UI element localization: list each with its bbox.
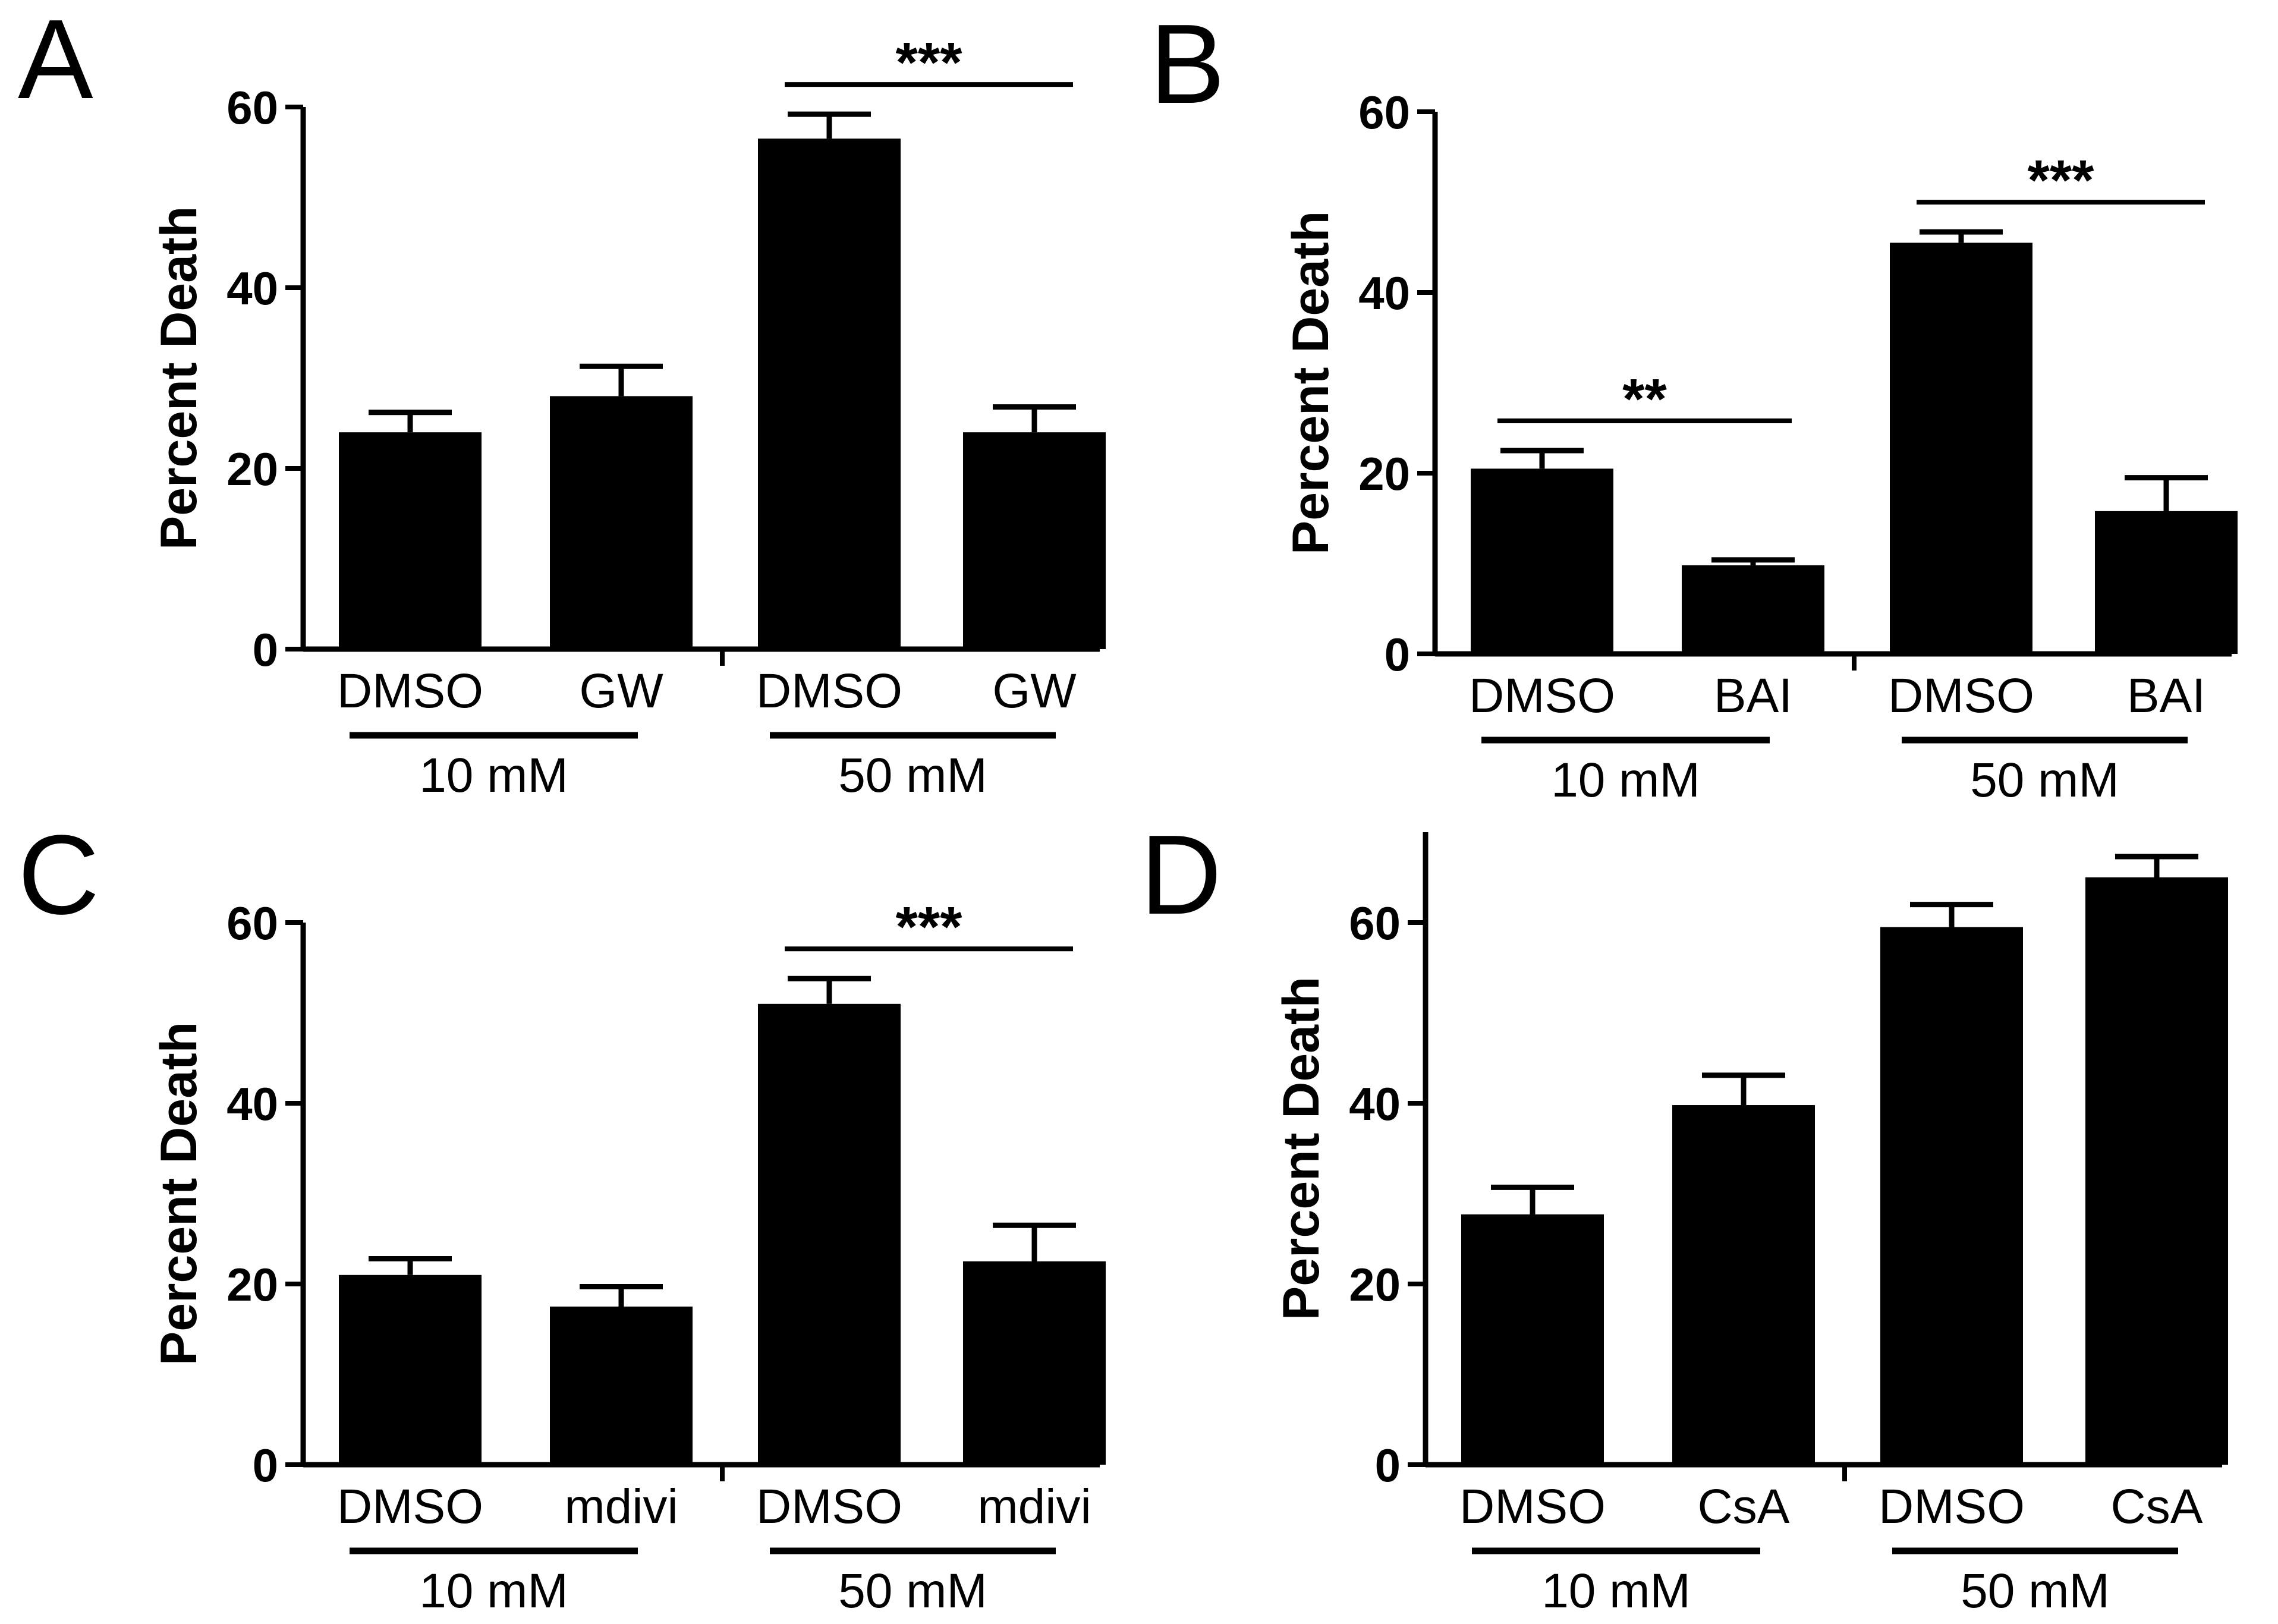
group-label: 50 mM (1970, 753, 2119, 807)
panel-label: D (1140, 812, 1222, 938)
y-tick-label: 20 (226, 1258, 278, 1311)
panel-label: B (1150, 1, 1225, 127)
y-tick-label: 0 (1375, 1439, 1401, 1491)
category-label: DMSO (756, 1480, 902, 1534)
category-label: mdivi (564, 1480, 678, 1534)
group-label: 10 mM (419, 748, 568, 802)
group-label: 50 mM (1961, 1564, 2110, 1618)
bar (963, 1261, 1106, 1465)
significance-label: *** (895, 895, 962, 959)
y-tick-label: 40 (1358, 267, 1410, 319)
bar (1682, 565, 1824, 654)
category-label: CsA (1698, 1480, 1790, 1534)
panel-label: C (18, 812, 99, 938)
bar (758, 1003, 901, 1465)
y-tick-label: 60 (226, 81, 278, 134)
y-tick-label: 40 (226, 1078, 278, 1130)
y-axis-label: Percent Death (150, 206, 207, 550)
bar (339, 1274, 482, 1465)
bar (339, 432, 482, 649)
bar (758, 139, 901, 649)
category-label: DMSO (1879, 1480, 2025, 1534)
bar (550, 1307, 693, 1465)
bar (2085, 877, 2228, 1465)
group-label: 50 mM (838, 1564, 987, 1618)
bar (1471, 468, 1613, 654)
y-tick-label: 0 (253, 1439, 278, 1491)
y-axis-label: Percent Death (1282, 211, 1339, 555)
category-label: DMSO (1888, 669, 2034, 723)
bar (2095, 511, 2238, 654)
y-tick-label: 60 (226, 897, 278, 949)
y-axis-label: Percent Death (1273, 977, 1330, 1320)
category-label: DMSO (1459, 1480, 1606, 1534)
category-label: DMSO (1469, 669, 1615, 723)
group-label: 10 mM (1551, 753, 1700, 807)
y-axis-label: Percent Death (150, 1022, 207, 1365)
group-label: 50 mM (838, 748, 987, 802)
panel-B: B 0 20 40 60 Percent Death DMSO BAI DMSO BAI 10 mM… (1150, 1, 2238, 807)
category-label: mdivi (977, 1480, 1091, 1534)
significance-label: *** (895, 31, 962, 95)
y-tick-label: 60 (1358, 86, 1410, 139)
category-label: DMSO (756, 664, 902, 718)
y-tick-label: 20 (1358, 448, 1410, 500)
category-label: BAI (1714, 669, 1792, 723)
category-label: CsA (2111, 1480, 2203, 1534)
significance-label: ** (1622, 367, 1667, 431)
significance-label: *** (2027, 149, 2094, 212)
bar (1672, 1105, 1815, 1465)
y-tick-label: 40 (226, 262, 278, 314)
panel-C: C 0 20 40 60 Percent Death DMSO mdivi DMSO mdivi 1… (18, 812, 1106, 1618)
y-tick-label: 0 (1385, 628, 1410, 681)
bar (1880, 927, 2023, 1465)
y-tick-label: 20 (1349, 1258, 1401, 1311)
group-label: 10 mM (1541, 1564, 1691, 1618)
y-tick-label: 0 (253, 624, 278, 676)
category-label: GW (992, 664, 1077, 718)
bar (963, 432, 1106, 649)
category-label: DMSO (337, 664, 483, 718)
group-label: 10 mM (419, 1564, 568, 1618)
bar (550, 396, 693, 649)
category-label: DMSO (337, 1480, 483, 1534)
y-tick-label: 60 (1349, 897, 1401, 949)
category-label: BAI (2127, 669, 2205, 723)
bar (1890, 243, 2032, 654)
panel-label: A (18, 0, 93, 122)
category-label: GW (579, 664, 663, 718)
y-tick-label: 20 (226, 443, 278, 495)
y-tick-label: 40 (1349, 1078, 1401, 1130)
bar (1461, 1214, 1604, 1465)
